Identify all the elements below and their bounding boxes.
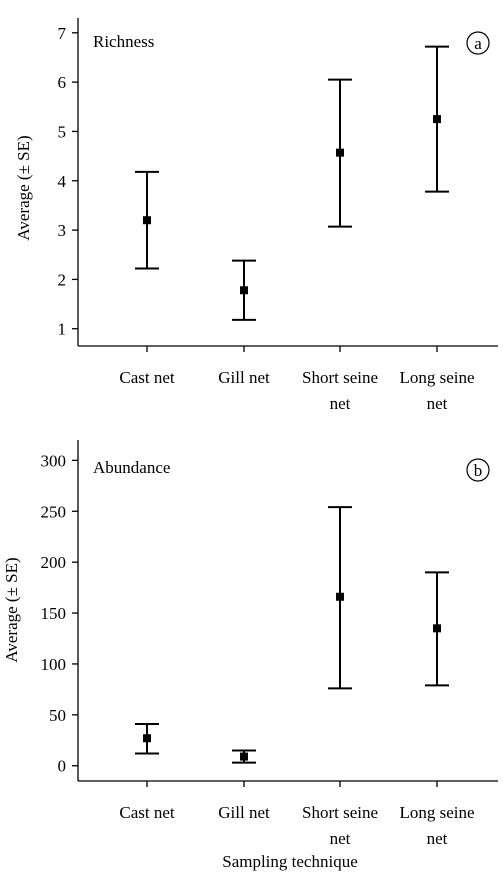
badge-letter-b: b bbox=[474, 461, 483, 480]
x-tick-label-abundance: net bbox=[427, 829, 448, 848]
x-tick-label-abundance: Long seine bbox=[399, 803, 474, 822]
badge-circle-a bbox=[466, 31, 490, 55]
y-tick-label-abundance: 100 bbox=[41, 655, 67, 674]
mean-point-richness bbox=[143, 216, 151, 225]
y-tick-label-abundance: 250 bbox=[41, 502, 67, 521]
x-tick-label-richness: net bbox=[330, 394, 351, 413]
x-tick-label-richness: Gill net bbox=[218, 368, 270, 387]
x-tick-label-abundance: net bbox=[330, 829, 351, 848]
badge-letter-a: a bbox=[474, 34, 482, 53]
y-tick-label-richness: 5 bbox=[58, 122, 67, 141]
x-tick-label-richness: Long seine bbox=[399, 368, 474, 387]
mean-point-richness bbox=[240, 286, 248, 295]
panel-badge-a: a bbox=[466, 31, 490, 55]
mean-point-richness bbox=[336, 148, 344, 157]
mean-point-richness bbox=[433, 115, 441, 124]
y-tick-label-richness: 3 bbox=[58, 221, 67, 240]
x-tick-label-richness: net bbox=[427, 394, 448, 413]
panel-badge-b: b bbox=[466, 458, 490, 482]
x-tick-label-abundance: Short seine bbox=[302, 803, 378, 822]
x-tick-label-richness: Short seine bbox=[302, 368, 378, 387]
x-tick-label-richness: Cast net bbox=[119, 368, 175, 387]
panel-title-abundance: Abundance bbox=[93, 458, 170, 477]
panel-richness: Average (± SE) Richness a 1 2 3 4 5 6 7 Cast ne… bbox=[14, 18, 498, 413]
x-tick-label-abundance: Cast net bbox=[119, 803, 175, 822]
y-tick-label-abundance: 0 bbox=[58, 757, 67, 776]
y-tick-label-abundance: 150 bbox=[41, 604, 67, 623]
y-tick-label-richness: 4 bbox=[58, 172, 67, 191]
y-tick-label-abundance: 200 bbox=[41, 553, 67, 572]
y-tick-label-richness: 6 bbox=[58, 73, 67, 92]
panel-abundance: Average (± SE) Abundance b Sampling tech… bbox=[2, 440, 498, 871]
y-tick-label-abundance: 300 bbox=[41, 451, 67, 470]
y-tick-label-richness: 1 bbox=[58, 320, 67, 339]
mean-point-abundance bbox=[143, 734, 151, 743]
y-tick-label-richness: 7 bbox=[58, 24, 67, 43]
y-tick-label-richness: 2 bbox=[58, 270, 67, 289]
y-tick-label-abundance: 50 bbox=[49, 706, 66, 725]
mean-point-abundance bbox=[336, 592, 344, 601]
x-tick-label-abundance: Gill net bbox=[218, 803, 270, 822]
x-axis-title-abundance: Sampling technique bbox=[222, 852, 358, 871]
panel-title-richness: Richness bbox=[93, 32, 154, 51]
mean-point-abundance bbox=[433, 624, 441, 633]
badge-circle-b bbox=[466, 458, 490, 482]
mean-point-abundance bbox=[240, 752, 248, 761]
y-axis-title-abundance: Average (± SE) bbox=[2, 557, 21, 662]
y-axis-title-richness: Average (± SE) bbox=[14, 135, 33, 240]
